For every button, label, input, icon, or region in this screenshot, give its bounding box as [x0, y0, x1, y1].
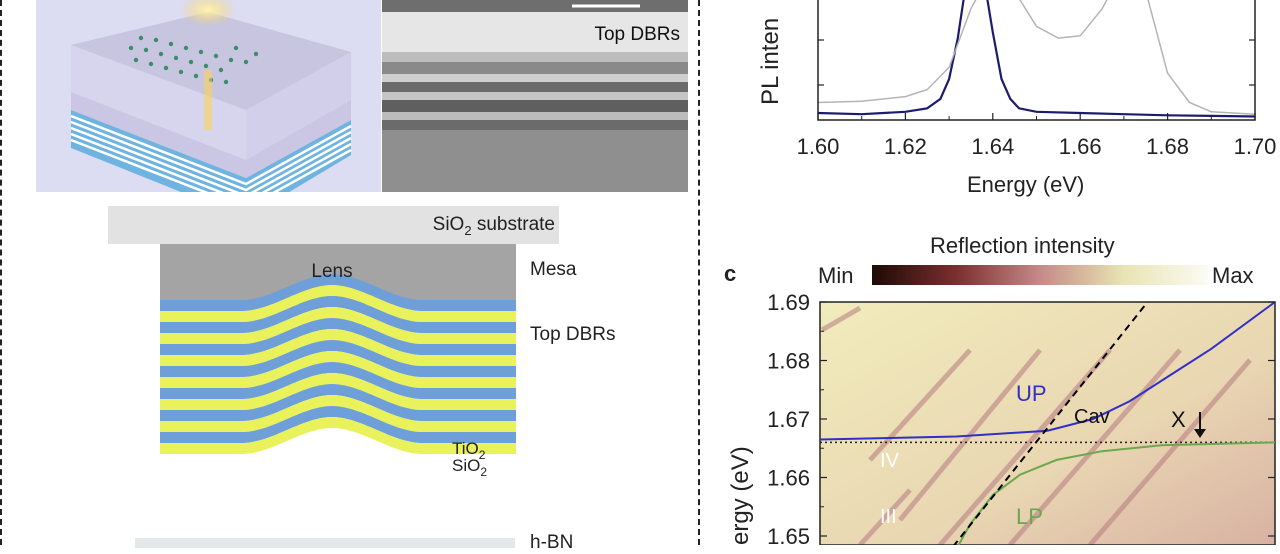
dispersion-up — [819, 301, 1276, 441]
pl-x-tick-label: 1.70 — [1234, 134, 1277, 159]
panel-c-label: c — [724, 261, 737, 286]
laser-beam — [180, 0, 236, 130]
heatmap-y-tick-label: 1.69 — [767, 290, 810, 315]
hbn-label: h-BN — [530, 532, 574, 553]
region-iv-label: IV — [880, 450, 900, 472]
tio2-prefix: TiO — [452, 439, 479, 458]
sio2-layer — [160, 296, 516, 333]
substrate-prefix: SiO — [432, 214, 465, 235]
pl-x-tick-label: 1.60 — [797, 134, 840, 159]
region-iii-label: III — [880, 506, 897, 528]
sio2-layer — [160, 274, 516, 311]
pl-x-label: Energy (eV) — [967, 172, 1085, 197]
pl-x-tick-label: 1.62 — [884, 134, 927, 159]
lp-annotation: LP — [1016, 504, 1043, 529]
dispersion-cav — [953, 301, 1149, 545]
sio2-subscript: 2 — [480, 465, 487, 476]
tem-label: Top DBRs — [594, 24, 680, 45]
tem-image: Top DBRs — [382, 0, 688, 192]
heatmap-y-tick-label: 1.65 — [767, 524, 810, 545]
cavity-render-image — [36, 0, 381, 192]
dbr-layers — [160, 274, 516, 454]
sio2-label: SiO2 — [452, 456, 487, 476]
tio2-layer — [160, 329, 516, 366]
sio2-layer — [160, 362, 516, 399]
hbn-layer — [135, 538, 515, 548]
dbr-schematic: Lens TiO2 SiO2 — [160, 244, 516, 476]
dispersion-lp — [957, 441, 1276, 545]
tem-texture — [382, 0, 688, 192]
tio2-layer — [160, 307, 516, 344]
substrate-layer: SiO2 substrate — [108, 206, 559, 244]
heatmap-y-tick-label: 1.67 — [767, 407, 810, 432]
lens-cavity-gap — [242, 428, 422, 454]
tio2-layer — [160, 373, 516, 410]
tio2-subscript: 2 — [479, 448, 486, 462]
colorbar-min-label: Min — [818, 263, 854, 288]
sio2-layer — [160, 318, 516, 355]
up-annotation: UP — [1016, 381, 1047, 406]
panel-divider-middle — [698, 0, 700, 545]
pl-plot-area — [817, 0, 1256, 121]
sio2-layer — [160, 406, 516, 443]
pl-chart: 1.60 1.62 1.64 1.66 1.68 1.70 PL inten — [757, 0, 1277, 159]
colorbar-max-label: Max — [1212, 263, 1254, 288]
pl-x-tick-label: 1.64 — [971, 134, 1014, 159]
heatmap-y-tick-label: 1.66 — [767, 466, 810, 491]
top-dbrs-label: Top DBRs — [530, 324, 616, 345]
panel-divider-left — [0, 0, 2, 545]
tio2-layer — [160, 417, 516, 454]
mesa-label: Mesa — [530, 259, 577, 280]
pl-series-reference — [817, 0, 1256, 115]
sio2-layer — [160, 340, 516, 377]
cavity-render-svg — [70, 0, 352, 192]
colorbar — [872, 265, 1208, 285]
pl-y-ticks — [818, 39, 1255, 86]
heatmap-y-ticks: 1.69 1.68 1.67 1.66 1.65 — [767, 290, 1275, 545]
pl-x-tick-label: 1.66 — [1059, 134, 1102, 159]
pl-y-label: PL inten — [757, 18, 784, 105]
pl-series-cavity — [817, 0, 1256, 118]
tio2-layer — [160, 351, 516, 388]
tio2-label: TiO2 — [452, 439, 486, 462]
tio2-layer — [160, 285, 516, 322]
reflection-heatmap: 1.691.681.671.661.65 ergy (eV) UP Cav X … — [727, 290, 1276, 545]
pl-x-ticks: 1.60 1.62 1.64 1.66 1.68 1.70 — [797, 113, 1277, 159]
reflection-title: Reflection intensity — [930, 233, 1115, 258]
cav-annotation: Cav — [1074, 406, 1110, 428]
substrate-label: SiO2 substrate — [433, 214, 555, 238]
exciton-arrowhead-icon — [1194, 429, 1206, 438]
x-annotation: X — [1171, 407, 1186, 432]
heatmap-y-tick-label: 1.68 — [767, 349, 810, 374]
lens-label: Lens — [311, 261, 352, 282]
dispersion-lines — [819, 301, 1276, 545]
pl-x-tick-label: 1.68 — [1146, 134, 1189, 159]
substrate-subscript: 2 — [464, 222, 472, 238]
heatmap-y-label: ergy (eV) — [727, 446, 754, 545]
substrate-suffix: substrate — [471, 214, 555, 235]
sio2-prefix: SiO — [452, 456, 480, 475]
tio2-layer — [160, 395, 516, 432]
sio2-layer — [160, 384, 516, 421]
